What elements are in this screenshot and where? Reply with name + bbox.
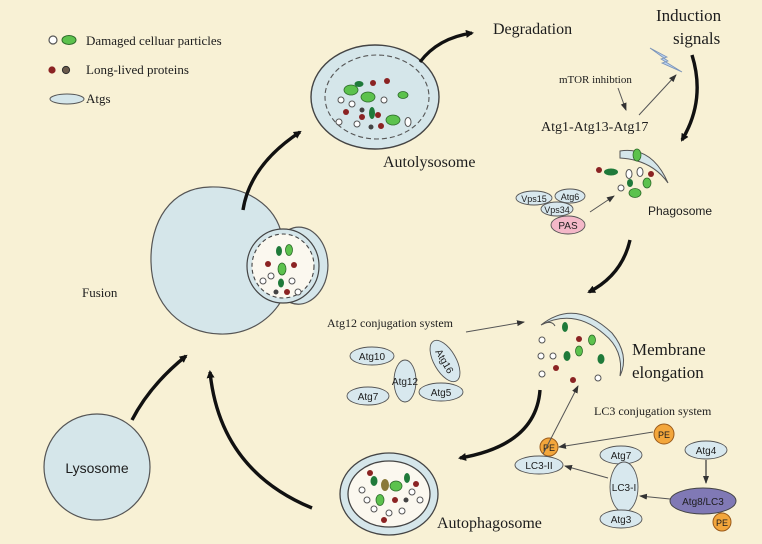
atg4-protein bbox=[684, 440, 728, 460]
arrow-lysosome-to-fusion bbox=[130, 354, 188, 421]
phagosome bbox=[596, 148, 669, 198]
arrow-lc3i-to-lc3ii bbox=[564, 464, 609, 479]
atg1-complex-label: Atg1-Atg13-Atg17 bbox=[541, 120, 648, 135]
atg6-protein bbox=[554, 188, 586, 204]
arrow-pas-to-phagosome bbox=[589, 195, 615, 213]
arrow-atg12-to-membrane bbox=[465, 320, 525, 333]
arrow-autophagosome-to-fusion bbox=[206, 370, 313, 510]
pas-label: PAS bbox=[558, 221, 578, 232]
induction-label-2: signals bbox=[673, 29, 720, 48]
atg12-protein bbox=[393, 359, 417, 403]
arrow-phagosome-to-membrane bbox=[587, 239, 632, 294]
atg8-lc3-protein bbox=[669, 487, 737, 515]
atg12-system-label: Atg12 conjugation system bbox=[327, 316, 454, 330]
lc3-ii-label: LC3-II bbox=[525, 461, 552, 472]
legend-damaged-label: Damaged celluar particles bbox=[86, 33, 222, 48]
fusion-label: Fusion bbox=[82, 285, 118, 300]
atg12-label: Atg12 bbox=[392, 377, 419, 388]
vps-complex: Vps15 Atg6 Vps34 PAS bbox=[515, 188, 586, 235]
induction-label-1: Induction bbox=[656, 6, 722, 25]
membrane-label-1: Membrane bbox=[632, 340, 706, 359]
mtor-label: mTOR inhibtion bbox=[559, 74, 632, 86]
autolysosome bbox=[310, 44, 440, 150]
atg7-atg12-protein bbox=[346, 386, 390, 406]
pe-left-label: PE bbox=[543, 443, 555, 453]
autolysosome-label: Autolysosome bbox=[383, 154, 475, 171]
atg8-lc3-label: Atg8/LC3 bbox=[682, 497, 724, 508]
fusion-structure bbox=[150, 186, 329, 335]
vps15-protein bbox=[515, 190, 553, 206]
pe-top-label: PE bbox=[658, 430, 670, 440]
pe-bottom-label: PE bbox=[716, 518, 728, 528]
legend-longlived-label: Long-lived proteins bbox=[86, 62, 189, 77]
atg5-protein bbox=[418, 382, 464, 402]
lightning-bolt-icon bbox=[649, 47, 683, 73]
arrow-to-degradation bbox=[418, 29, 474, 63]
pas-protein bbox=[550, 215, 586, 235]
arrow-mtor-to-complex bbox=[617, 87, 627, 111]
arrow-pe-to-pe bbox=[558, 431, 654, 449]
autophagosome bbox=[339, 452, 439, 536]
atg12-system: Atg10 Atg7 Atg12 Atg16 Atg5 bbox=[346, 339, 464, 406]
legend-green-particle-icon bbox=[61, 35, 77, 45]
membrane-label-2: elongation bbox=[632, 363, 704, 382]
atg7-top-label: Atg7 bbox=[358, 392, 379, 403]
lc3-system: PE PE LC3-II Atg7 LC3-I Atg3 Atg4 Atg8/L… bbox=[514, 423, 737, 532]
vps15-label: Vps15 bbox=[521, 194, 547, 204]
lc3-system-label: LC3 conjugation system bbox=[594, 404, 712, 418]
arrow-mtor-to-bolt bbox=[638, 74, 677, 116]
arrow-membrane-to-autophagosome bbox=[458, 389, 542, 461]
legend-atgs-label: Atgs bbox=[86, 91, 111, 106]
arrow-fusion-to-autolysosome bbox=[241, 130, 302, 211]
atg3-protein bbox=[599, 509, 643, 529]
arrow-induction-to-phagosome bbox=[680, 54, 699, 142]
lc3-ii-protein bbox=[514, 455, 564, 475]
atg3-label: Atg3 bbox=[611, 515, 632, 526]
legend: Damaged celluar particles Long-lived pro… bbox=[48, 33, 222, 106]
degradation-label: Degradation bbox=[493, 21, 572, 38]
atg5-label: Atg5 bbox=[431, 388, 452, 399]
autophagosome-label: Autophagosome bbox=[437, 515, 542, 532]
legend-red-protein-icon bbox=[48, 66, 56, 74]
arrow-atg8-to-lc3i bbox=[639, 493, 671, 500]
vps34-protein bbox=[540, 201, 574, 217]
lc3-i-label: LC3-I bbox=[612, 483, 636, 494]
pe-top-circle bbox=[653, 423, 675, 445]
pe-bottom-circle bbox=[712, 512, 732, 532]
lysosome bbox=[43, 413, 151, 521]
lysosome-label: Lysosome bbox=[65, 460, 129, 476]
phagosome-label: Phagosome bbox=[648, 204, 712, 218]
legend-dark-protein-icon bbox=[61, 65, 71, 75]
atg4-label: Atg4 bbox=[696, 446, 717, 457]
atg10-protein bbox=[349, 346, 395, 366]
atg7-lc3-label: Atg7 bbox=[611, 451, 632, 462]
atg6-label: Atg6 bbox=[561, 192, 580, 202]
atg10-label: Atg10 bbox=[359, 352, 386, 363]
atg16-protein bbox=[429, 339, 461, 383]
legend-open-particle-icon bbox=[48, 35, 58, 45]
legend-atg-icon bbox=[49, 93, 85, 105]
vps34-label: Vps34 bbox=[544, 205, 570, 215]
arrow-lc3ii-to-membrane bbox=[542, 385, 579, 455]
autolysosome-contents bbox=[335, 78, 412, 130]
membrane-elongation bbox=[537, 312, 625, 383]
